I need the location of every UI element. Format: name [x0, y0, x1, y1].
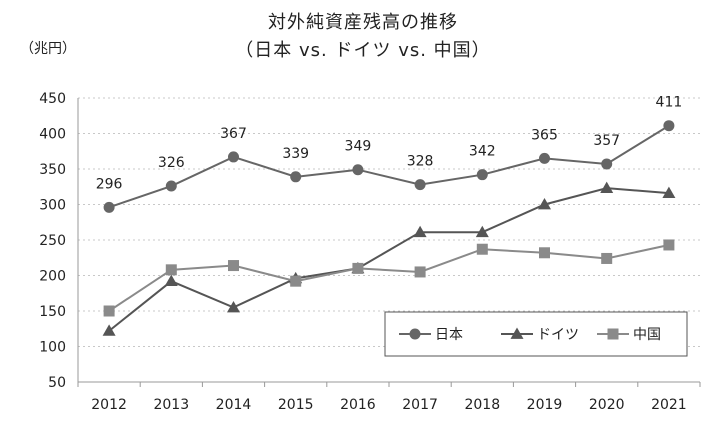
y-tick-label: 450 [39, 91, 66, 107]
data-point-triangle [475, 225, 489, 238]
data-label: 339 [282, 146, 309, 162]
x-tick-label: 2013 [153, 397, 189, 413]
data-point-square [352, 262, 364, 274]
data-point-triangle [164, 274, 178, 287]
x-tick-label: 2019 [527, 397, 563, 413]
data-point-triangle [413, 225, 427, 238]
data-point-square [165, 264, 177, 276]
data-point-square [663, 239, 675, 251]
x-tick-label: 2018 [464, 397, 500, 413]
legend-box [384, 311, 688, 357]
data-point-circle [663, 120, 675, 132]
x-tick-label: 2014 [216, 397, 252, 413]
data-point-triangle [102, 324, 116, 336]
data-point-triangle [662, 186, 676, 199]
y-tick-label: 50 [48, 375, 66, 391]
data-label: 296 [96, 176, 123, 192]
legend-label: ドイツ [537, 327, 579, 343]
legend-marker-square [607, 328, 619, 340]
data-point-circle [103, 201, 115, 213]
data-point-square [601, 252, 613, 264]
data-point-square [539, 247, 550, 259]
x-tick-label: 2015 [278, 397, 314, 413]
series-line-triangle [108, 187, 669, 332]
y-tick-label: 250 [39, 233, 66, 249]
y-tick-label: 200 [39, 269, 66, 285]
data-label: 328 [407, 154, 434, 170]
data-label: 357 [593, 133, 620, 149]
y-tick-label: 400 [39, 127, 66, 143]
y-tick-label: 350 [39, 162, 66, 178]
data-point-circle [476, 169, 488, 181]
legend-marker-triangle [510, 327, 524, 339]
data-point-triangle [538, 198, 551, 210]
data-point-circle [414, 179, 426, 191]
chart-subtitle: （日本 vs. ドイツ vs. 中国） [235, 40, 491, 61]
x-tick-label: 2021 [651, 397, 687, 413]
series-line-square [108, 243, 670, 312]
x-tick-label: 2017 [402, 397, 438, 413]
data-point-circle [352, 164, 364, 176]
legend-marker-circle [409, 328, 421, 340]
data-label: 365 [531, 127, 558, 143]
y-axis-unit-label: （兆円） [20, 41, 76, 57]
data-label: 411 [656, 95, 683, 111]
data-label: 342 [469, 144, 496, 160]
legend-label: 日本 [435, 327, 463, 343]
data-point-circle [539, 152, 550, 164]
data-point-triangle [227, 300, 240, 313]
data-point-circle [290, 171, 302, 183]
data-point-triangle [600, 181, 614, 194]
data-point-square [414, 266, 426, 278]
data-point-circle [228, 151, 239, 163]
legend-label: 中国 [633, 327, 661, 343]
data-point-circle [601, 158, 613, 170]
data-point-square [228, 260, 239, 272]
chart-title: 対外純資産残高の推移 [268, 12, 458, 33]
data-point-circle [165, 180, 177, 192]
x-tick-label: 2012 [91, 397, 127, 413]
data-point-square [290, 275, 302, 287]
x-tick-label: 2016 [340, 397, 376, 413]
data-point-square [103, 305, 115, 317]
series-line-circle [108, 124, 670, 209]
y-tick-label: 100 [39, 340, 66, 356]
x-tick-label: 2020 [589, 397, 625, 413]
data-label: 367 [220, 126, 247, 142]
data-point-square [476, 243, 488, 255]
data-label: 326 [158, 155, 185, 171]
data-label: 349 [345, 139, 372, 155]
y-tick-label: 150 [39, 304, 66, 320]
y-tick-label: 300 [39, 198, 66, 214]
